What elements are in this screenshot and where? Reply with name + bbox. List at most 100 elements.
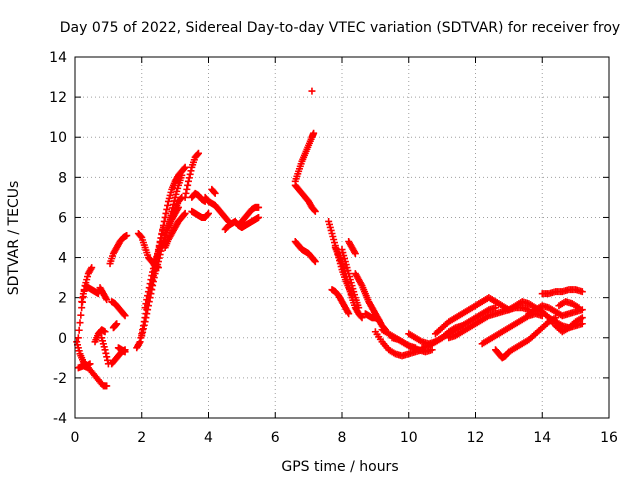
- y-axis-label: SDTVAR / TECUs: [6, 181, 22, 296]
- data-point: [166, 215, 174, 223]
- data-point: [156, 239, 164, 247]
- series-arc4: [73, 338, 94, 370]
- data-point: [351, 248, 359, 256]
- data-point: [428, 346, 436, 354]
- data-point: [578, 314, 586, 322]
- y-tick-label: 2: [58, 291, 67, 307]
- data-point: [310, 257, 318, 265]
- series-arc7: [96, 284, 111, 304]
- data-point: [183, 185, 191, 193]
- data-point: [575, 304, 583, 312]
- data-point: [76, 319, 84, 327]
- data-point: [104, 356, 112, 364]
- data-point: [492, 304, 500, 312]
- series-arc38: [351, 270, 389, 334]
- data-point: [184, 177, 192, 185]
- data-point: [205, 209, 212, 217]
- data-point: [142, 300, 150, 308]
- data-point: [151, 264, 159, 272]
- data-point: [177, 194, 185, 202]
- data-point: [180, 164, 188, 172]
- data-point: [204, 210, 212, 218]
- data-point: [351, 250, 359, 258]
- data-point: [185, 174, 193, 182]
- data-point: [141, 304, 149, 312]
- data-point: [211, 189, 219, 197]
- data-point: [358, 314, 366, 322]
- data-point: [140, 321, 148, 329]
- data-point: [210, 188, 218, 196]
- series-arc3: [74, 362, 111, 390]
- data-point: [178, 171, 186, 179]
- series-arc1: [74, 282, 102, 342]
- series-arc37: [328, 286, 353, 318]
- data-point: [255, 203, 263, 211]
- data-point: [375, 316, 383, 324]
- data-point: [158, 229, 166, 237]
- data-point: [143, 310, 151, 318]
- data-point: [355, 304, 363, 312]
- data-point: [167, 211, 175, 219]
- data-point: [186, 170, 194, 178]
- series-arc35: [338, 246, 363, 312]
- series-arc39: [361, 310, 383, 324]
- data-point: [255, 213, 263, 221]
- x-tick-label: 6: [271, 430, 280, 446]
- data-point: [137, 232, 145, 240]
- series-arc20: [181, 149, 202, 201]
- data-point: [153, 256, 161, 264]
- series-arc27: [238, 213, 263, 231]
- data-point: [87, 265, 95, 273]
- data-point: [160, 217, 168, 225]
- data-point: [357, 280, 365, 288]
- data-point: [161, 213, 169, 221]
- data-point: [80, 286, 88, 294]
- y-tick-label: 8: [58, 170, 67, 186]
- x-tick-label: 10: [400, 430, 418, 446]
- data-point: [162, 209, 170, 217]
- data-point: [138, 332, 146, 340]
- data-point: [103, 296, 111, 304]
- data-point: [357, 313, 365, 321]
- series-arc23: [201, 193, 233, 225]
- data-point: [149, 268, 157, 276]
- series-arc30: [291, 181, 319, 215]
- data-point: [145, 284, 153, 292]
- x-tick-label: 14: [533, 430, 551, 446]
- data-point: [120, 311, 128, 319]
- series-arc32: [291, 238, 303, 250]
- series-arc52: [545, 314, 586, 336]
- data-point: [164, 223, 172, 231]
- y-tick-label: -2: [53, 371, 67, 387]
- data-point: [144, 292, 152, 300]
- data-point: [182, 189, 190, 197]
- data-point: [163, 205, 171, 213]
- series-arc53: [555, 298, 583, 312]
- data-point: [181, 193, 189, 201]
- data-point: [121, 312, 129, 320]
- data-point: [164, 201, 172, 209]
- data-point: [79, 294, 87, 302]
- x-tick-label: 0: [71, 430, 80, 446]
- data-point: [148, 272, 156, 280]
- data-point: [187, 167, 195, 175]
- data-point: [181, 209, 189, 217]
- plot-frame: [74, 56, 610, 419]
- data-point: [311, 207, 319, 215]
- data-points: [73, 87, 586, 390]
- y-tick-label: 4: [58, 251, 67, 267]
- data-point: [123, 231, 131, 239]
- data-point: [142, 314, 150, 322]
- series-arc22: [188, 207, 212, 221]
- x-axis-label: GPS time / hours: [281, 459, 398, 475]
- grid-lines: [75, 57, 609, 418]
- data-point: [311, 258, 319, 266]
- data-point: [578, 288, 586, 296]
- data-point: [136, 338, 144, 346]
- data-point: [155, 243, 163, 251]
- data-point: [141, 318, 149, 326]
- data-point: [184, 181, 192, 189]
- series-arc11: [109, 320, 121, 332]
- data-point: [113, 320, 121, 328]
